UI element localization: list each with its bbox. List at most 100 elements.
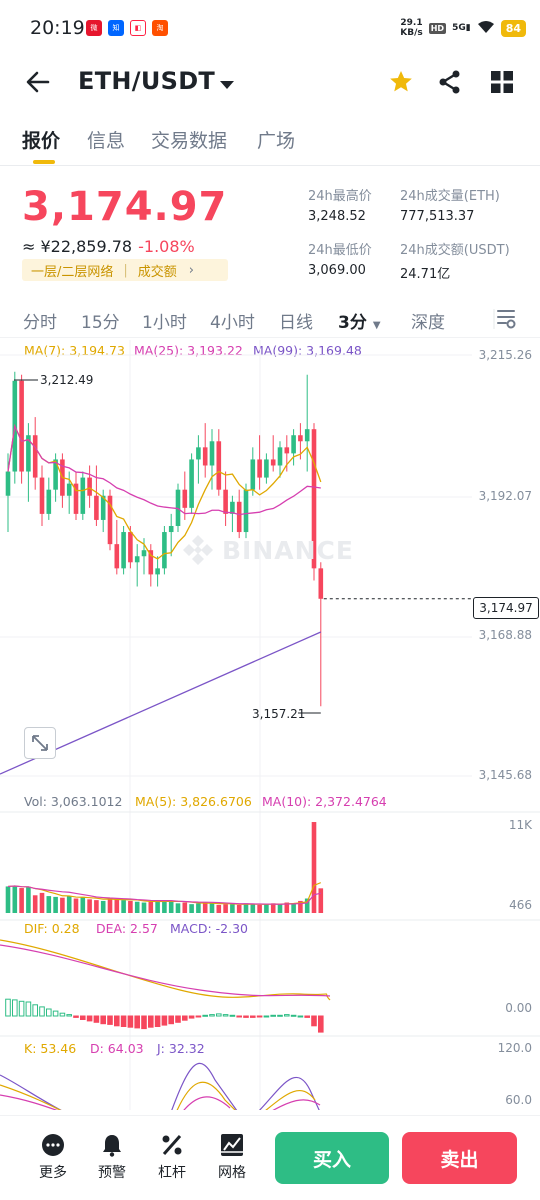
more-button[interactable]: 更多	[28, 1132, 78, 1182]
low-marker-label: 3,157.21	[252, 707, 306, 721]
stat-24h-volume-eth: 24h成交量(ETH) 777,513.37	[400, 189, 500, 224]
y-tick-2: 3,192.07	[478, 489, 532, 503]
vol-ma5-legend: MA(5): 3,826.6706	[135, 794, 252, 809]
candle-body	[284, 447, 290, 454]
macd-bar	[263, 1015, 270, 1018]
tab-square[interactable]: 广场	[257, 130, 296, 152]
macd-bar	[25, 1001, 32, 1017]
vol-tick-2: 466	[509, 898, 532, 912]
sell-button[interactable]: 卖出	[402, 1132, 517, 1184]
candle-body	[26, 435, 31, 472]
interval-3m[interactable]: 3分 ▼	[338, 313, 381, 333]
candle-body	[202, 447, 208, 466]
interval-4h[interactable]: 4小时	[210, 313, 255, 333]
macd-bar	[46, 1008, 52, 1017]
candle-body	[291, 435, 296, 454]
macd-bar	[93, 1015, 100, 1023]
kline-chart[interactable]	[0, 340, 540, 1110]
stat-24h-high: 24h最高价 3,248.52	[308, 189, 372, 224]
tab-info[interactable]: 信息	[87, 130, 126, 152]
chevron-right-icon: ›	[188, 262, 194, 278]
kdj-k-line	[0, 1081, 316, 1110]
y-tick-4: 3,145.68	[478, 768, 532, 782]
volume-bar	[114, 899, 120, 913]
shop-icon: ◧	[130, 20, 146, 36]
macd-bar	[229, 1014, 236, 1017]
binance-watermark: BINANCE	[180, 532, 354, 568]
volume-bar	[318, 888, 324, 913]
volume-bar	[134, 901, 140, 913]
expand-chart-icon[interactable]	[24, 727, 56, 759]
candle-body	[94, 495, 99, 520]
pair-dropdown-icon[interactable]	[219, 75, 235, 94]
candle-body	[223, 489, 228, 514]
macd-dif-line	[0, 939, 331, 1001]
category-tag[interactable]: 一层/二层网络 | 成交额 ›	[22, 259, 228, 281]
back-arrow-icon[interactable]	[24, 68, 52, 96]
volume-bar	[270, 903, 276, 913]
candle-body	[155, 568, 160, 575]
macd-bar	[256, 1015, 263, 1018]
pair-title[interactable]: ETH/USDT	[78, 67, 216, 95]
candle-body	[250, 459, 256, 490]
interval-depth[interactable]: 深度	[411, 313, 445, 333]
bell-icon	[87, 1132, 137, 1158]
macd-bar	[39, 1006, 45, 1017]
macd-bar	[107, 1015, 113, 1025]
volume-bar	[264, 904, 269, 913]
interval-15m[interactable]: 15分	[81, 313, 120, 333]
candle-body	[168, 525, 174, 533]
layout-grid-icon[interactable]	[490, 70, 514, 98]
alert-button[interactable]: 预警	[87, 1132, 137, 1182]
candle-body	[19, 380, 24, 472]
macd-bar	[73, 1015, 79, 1018]
vol-tick-1: 11K	[508, 818, 532, 832]
candle-body	[264, 459, 269, 478]
battery-icon: 84	[500, 19, 526, 37]
vol-ma10-line	[7, 885, 321, 905]
net-speed: 29.1 KB/s	[400, 18, 423, 38]
zhihu-icon: 知	[108, 20, 124, 36]
tab-quote[interactable]: 报价	[22, 130, 61, 152]
candle-body	[304, 429, 310, 442]
macd-dea-line	[0, 944, 331, 997]
chart-settings-icon[interactable]	[493, 308, 517, 334]
macd-bar	[188, 1015, 195, 1019]
volume-bar	[53, 896, 58, 913]
macd-bar	[304, 1015, 310, 1018]
candle-body	[121, 532, 126, 569]
macd-bar	[114, 1015, 120, 1027]
favorite-star-icon[interactable]	[388, 69, 414, 99]
candle-body	[277, 447, 283, 466]
buy-button[interactable]: 买入	[275, 1132, 389, 1184]
volume-bar	[243, 903, 249, 913]
volume-bar	[128, 900, 133, 913]
interval-daily[interactable]: 日线	[279, 313, 313, 333]
volume-bar	[66, 896, 72, 913]
macd-bar	[154, 1015, 161, 1027]
kdj-k-legend: K: 53.46	[24, 1041, 77, 1056]
candle-body	[73, 483, 79, 514]
macd-bar	[161, 1015, 168, 1026]
kdj-d-line	[0, 1094, 321, 1110]
stat-24h-volume-usdt: 24h成交额(USDT) 24.71亿	[400, 243, 510, 282]
candle-body	[196, 447, 201, 460]
volume-bar	[168, 900, 174, 913]
volume-bar	[175, 903, 181, 913]
tab-trading-data[interactable]: 交易数据	[151, 130, 228, 152]
interval-1h[interactable]: 1小时	[142, 313, 187, 333]
share-icon[interactable]	[437, 69, 463, 99]
candle-body	[148, 550, 154, 575]
status-time: 20:19	[30, 17, 85, 39]
grid-button[interactable]: 网格	[207, 1132, 257, 1182]
volume-bar	[257, 904, 262, 913]
interval-time-share[interactable]: 分时	[23, 313, 57, 333]
candle-body	[100, 495, 106, 520]
dropdown-icon: ▼	[372, 320, 381, 331]
kdj-d-legend: D: 64.03	[90, 1041, 144, 1056]
interval-bar: 分时 15分 1小时 4小时 日线 3分 ▼ 深度	[0, 300, 540, 338]
margin-button[interactable]: 杠杆	[147, 1132, 197, 1182]
macd-bar	[216, 1013, 222, 1017]
candle-body	[270, 459, 276, 466]
volume-bar	[298, 900, 303, 913]
